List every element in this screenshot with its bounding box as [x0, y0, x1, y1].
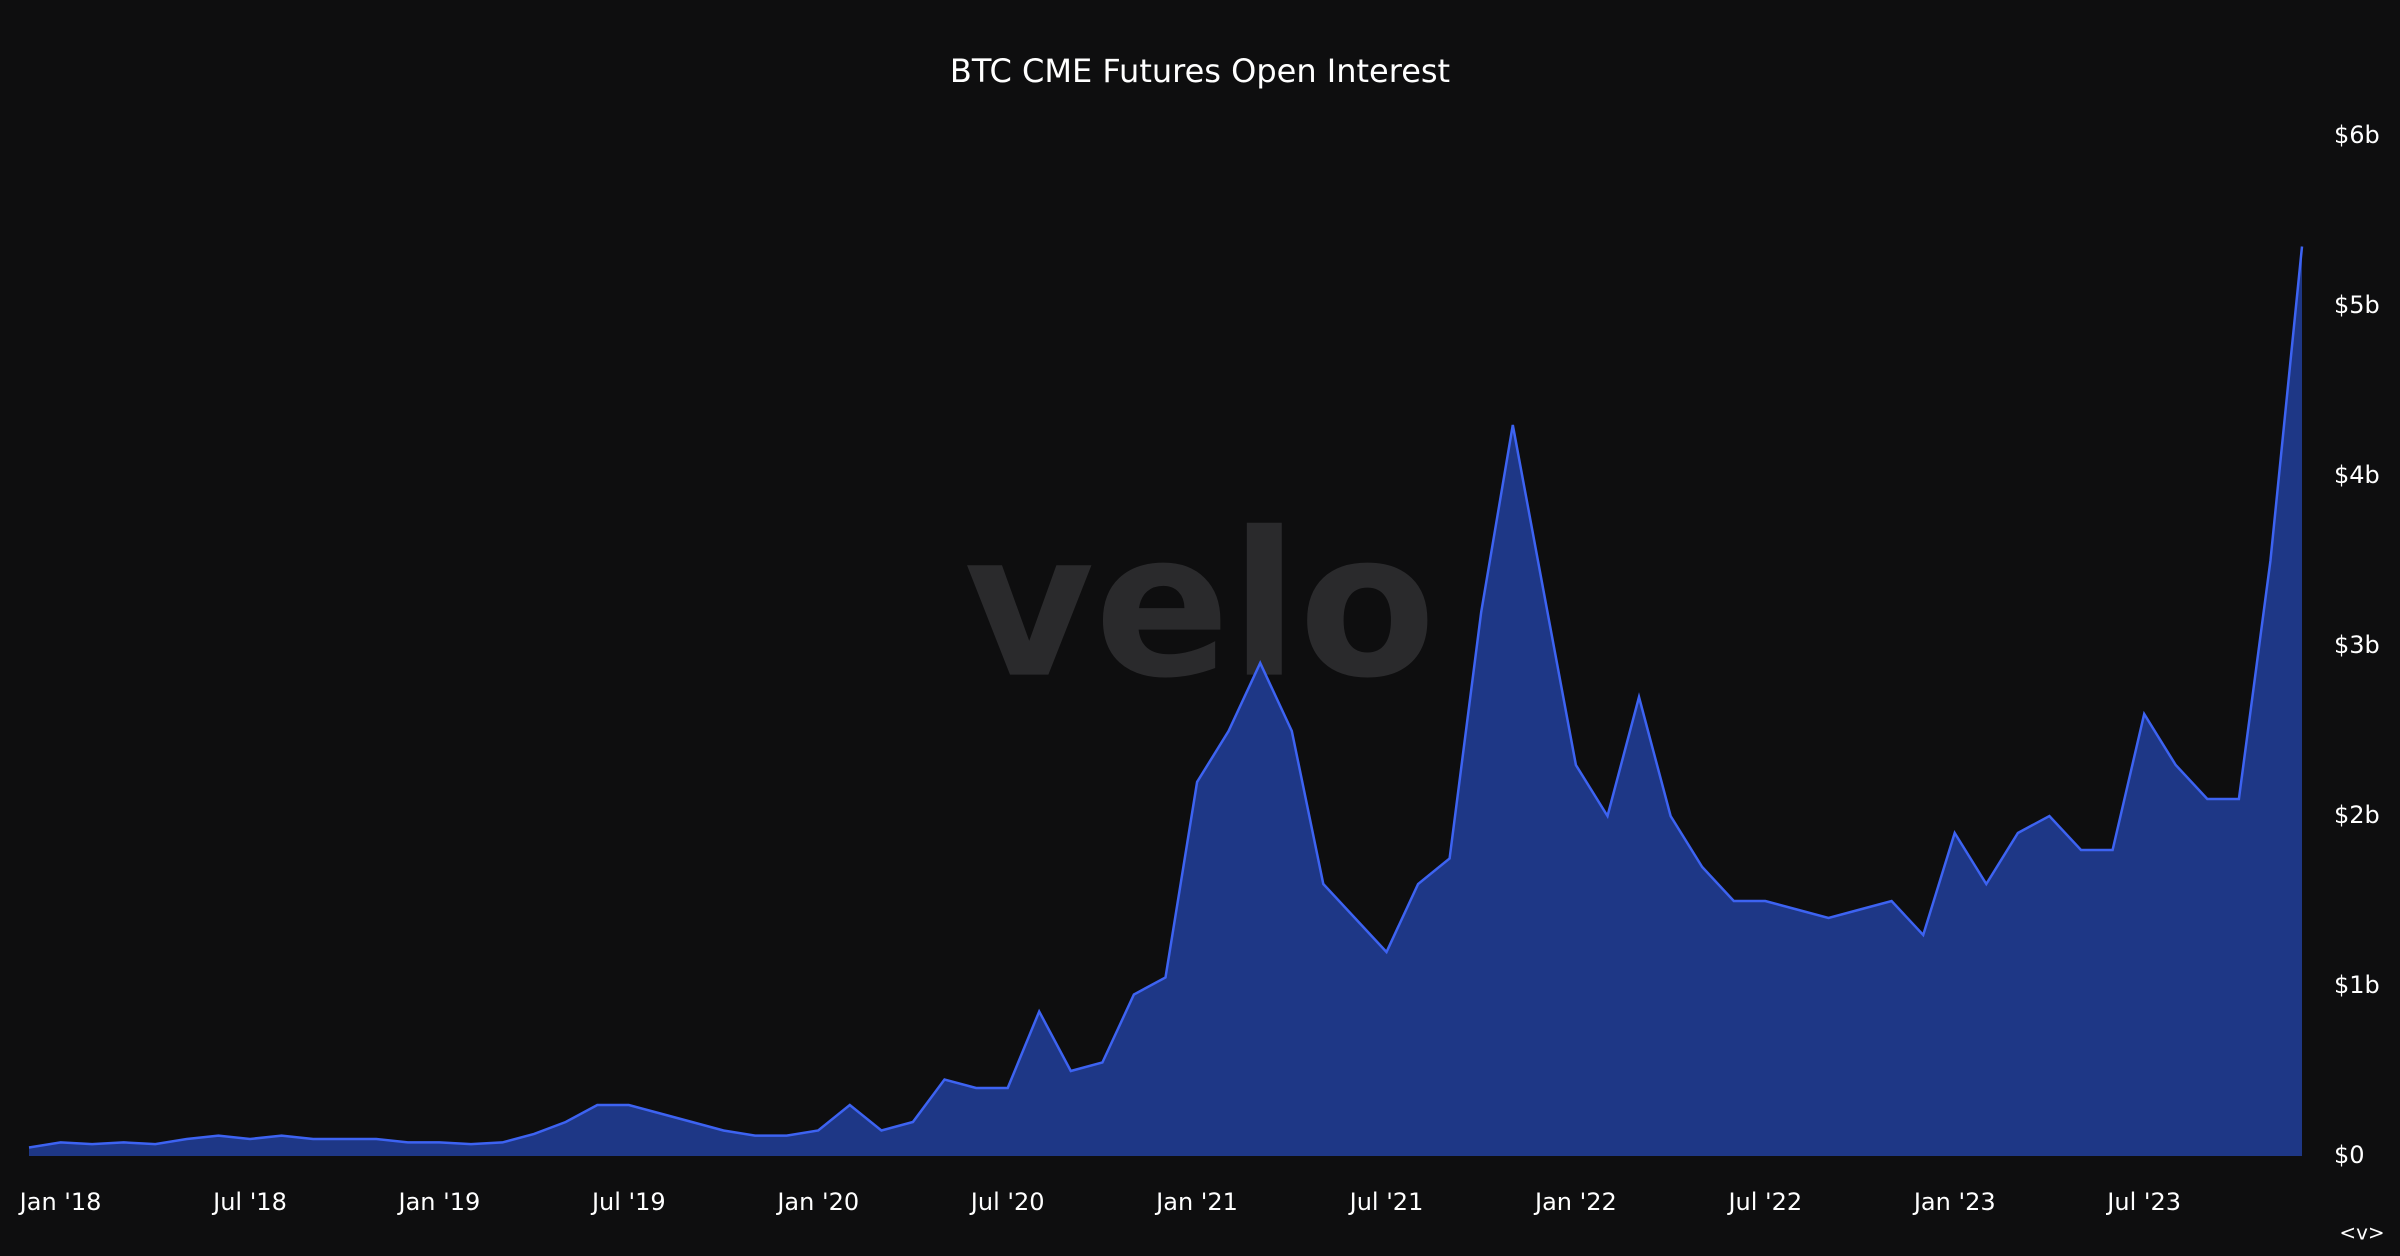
x-tick-label: Jul '23	[2105, 1188, 2181, 1216]
y-tick-label: $1b	[2334, 971, 2380, 999]
x-tick-label: Jan '23	[1912, 1188, 1996, 1216]
x-tick-label: Jan '22	[1533, 1188, 1617, 1216]
y-tick-label: $6b	[2334, 121, 2380, 149]
x-tick-label: Jul '21	[1348, 1188, 1424, 1216]
x-tick-label: Jul '18	[211, 1188, 287, 1216]
area	[29, 246, 2302, 1156]
y-tick-label: $5b	[2334, 291, 2380, 319]
x-tick-label: Jan '20	[775, 1188, 859, 1216]
x-tick-label: Jan '19	[397, 1188, 481, 1216]
x-tick-label: Jul '19	[590, 1188, 666, 1216]
x-tick-label: Jul '20	[969, 1188, 1045, 1216]
y-tick-label: $4b	[2334, 461, 2380, 489]
chart-title: BTC CME Futures Open Interest	[950, 52, 1450, 90]
x-tick-label: Jul '22	[1726, 1188, 1802, 1216]
y-tick-label: $3b	[2334, 631, 2380, 659]
nav-hint[interactable]: <v>	[2339, 1221, 2384, 1245]
y-tick-label: $0	[2334, 1141, 2365, 1169]
y-tick-label: $2b	[2334, 801, 2380, 829]
line	[28, 246, 2304, 1149]
watermark: velo	[964, 490, 1436, 723]
x-tick-label: Jan '18	[18, 1188, 102, 1216]
x-tick-label: Jan '21	[1154, 1188, 1238, 1216]
